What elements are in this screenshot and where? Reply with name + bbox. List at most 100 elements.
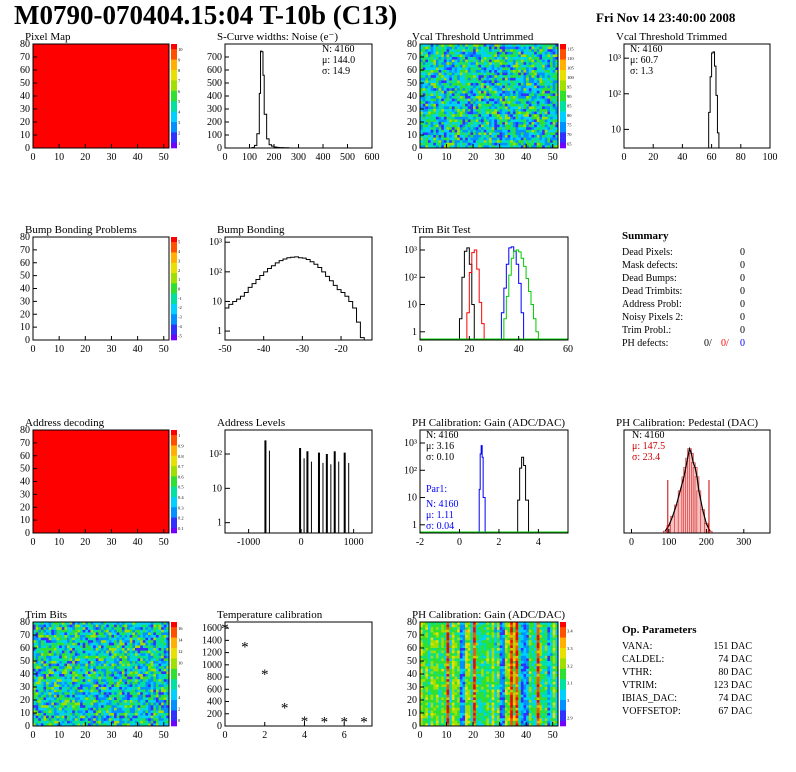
heatmap-cell (153, 666, 157, 670)
heatmap-cell (494, 111, 498, 115)
heatmap-cell (161, 627, 165, 631)
heatmap-cell (420, 676, 423, 680)
heatmap-cell (145, 632, 149, 636)
heatmap-cell (53, 679, 57, 683)
heatmap-cell (137, 674, 141, 677)
heatmap-cell (531, 59, 535, 63)
heatmap-cell (520, 101, 524, 105)
heatmap-cell (40, 710, 44, 714)
heatmap-cell (489, 64, 492, 68)
heatmap-cell (499, 137, 503, 141)
palette-label: 6 (178, 684, 181, 689)
heatmap-cell (547, 93, 551, 97)
heatmap-cell (163, 653, 167, 657)
heatmap-cell (33, 642, 36, 646)
heatmap-cell (108, 702, 112, 706)
heatmap-cell (106, 663, 110, 667)
heatmap-cell (435, 93, 439, 97)
heatmap-cell (129, 681, 133, 685)
heatmap-cell (85, 723, 89, 727)
heatmap-cell (119, 637, 123, 641)
heatmap-cell (40, 642, 44, 646)
heatmap-cell (486, 57, 490, 60)
heatmap-cell (550, 135, 553, 138)
plot-frame (32, 236, 170, 341)
table-value: 0/ (704, 338, 712, 349)
heatmap-cell (114, 674, 117, 677)
palette-cell (560, 122, 566, 128)
palette-cell (171, 430, 177, 436)
heatmap-cell (481, 142, 484, 146)
heatmap-cell (539, 135, 543, 138)
heatmap-cell (116, 687, 120, 690)
palette-cell (171, 715, 177, 722)
heatmap-cell (465, 75, 469, 79)
heatmap-cell (483, 64, 487, 68)
heatmap-cell (483, 51, 487, 55)
heatmap-cell (420, 624, 423, 628)
heatmap-cell (425, 96, 429, 99)
heatmap-cell (523, 75, 527, 79)
heatmap-cell (127, 637, 131, 641)
heatmap-cell (64, 723, 68, 727)
heatmap-cell (523, 62, 527, 66)
heatmap-cell (425, 650, 429, 654)
y-tick-label: 1600 (202, 623, 222, 634)
heatmap-cell (101, 679, 104, 683)
heatmap-cell (518, 124, 522, 128)
heatmap-cell (499, 111, 503, 115)
heatmap-cell (454, 62, 458, 66)
heatmap-cell (454, 101, 458, 105)
heatmap-cell (542, 93, 546, 97)
heatmap-cell (534, 64, 538, 68)
heatmap-cell (56, 650, 60, 654)
heatmap-cell (35, 663, 39, 667)
heatmap-cell (163, 640, 167, 644)
heatmap-cell (427, 684, 431, 688)
heatmap-cell (544, 57, 548, 60)
heatmap-cell (443, 98, 447, 102)
heatmap-cell (77, 648, 81, 651)
heatmap-cell (454, 57, 458, 60)
heatmap-cell (534, 127, 538, 131)
heatmap-cell (166, 681, 170, 685)
heatmap-cell (129, 663, 133, 667)
heatmap-cell (153, 650, 157, 654)
heatmap-cell (555, 103, 559, 107)
heatmap-cell (106, 671, 110, 675)
heatmap-cell (137, 687, 141, 690)
heatmap-cell (142, 681, 146, 685)
heatmap-cell (467, 119, 471, 123)
heatmap-cell (483, 122, 487, 125)
heatmap-cell (93, 720, 97, 724)
heatmap-cell (451, 62, 455, 66)
heatmap-cell (489, 106, 492, 110)
heatmap-cell (491, 54, 495, 58)
heatmap-cell (67, 715, 70, 719)
heatmap-cell (491, 137, 495, 141)
heatmap-cell (486, 114, 490, 118)
heatmap-cell (111, 627, 115, 631)
heatmap-cell (510, 132, 514, 136)
heatmap-cell (515, 129, 519, 133)
heatmap-cell (166, 650, 170, 654)
heatmap-cell (465, 85, 469, 89)
heatmap-cell (163, 622, 167, 625)
heatmap-cell (87, 694, 91, 698)
heatmap-cell (483, 127, 487, 131)
heatmap-cell (510, 96, 514, 99)
heatmap-cell (132, 715, 136, 719)
heatmap-cell (449, 124, 453, 128)
heatmap-cell (486, 59, 490, 63)
heatmap-cell (153, 720, 157, 724)
heatmap-cell (454, 90, 458, 94)
heatmap-cell (38, 702, 42, 706)
heatmap-cell (539, 64, 543, 68)
heatmap-cell (427, 85, 431, 89)
heatmap-cell (101, 700, 104, 703)
heatmap-cell (40, 676, 44, 680)
heatmap-cell (80, 645, 83, 649)
heatmap-cell (158, 666, 162, 670)
heatmap-cell (422, 632, 426, 636)
heatmap-cell (127, 715, 131, 719)
